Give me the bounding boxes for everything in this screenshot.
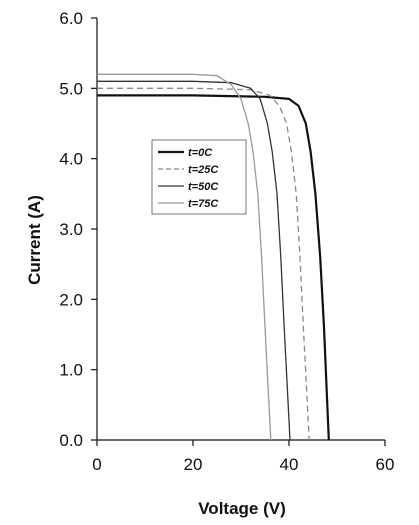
series-line-1 — [97, 87, 310, 441]
y-tick-label: 0.0 — [59, 431, 83, 450]
series-line-0 — [97, 94, 330, 441]
x-tick-label: 60 — [376, 455, 395, 474]
legend-label-2: t=50C — [188, 181, 219, 193]
y-axis-title: Current (A) — [25, 195, 44, 285]
x-tick-label: 40 — [280, 455, 299, 474]
legend-label-3: t=75C — [188, 198, 219, 210]
legend: t=0C t=25C t=50C t=75C — [151, 139, 247, 215]
series-line-2 — [97, 80, 291, 441]
legend-label-0: t=0C — [188, 147, 213, 159]
y-tick-label: 2.0 — [59, 290, 83, 309]
y-tick-label: 4.0 — [59, 150, 83, 169]
legend-label-1: t=25C — [188, 164, 219, 176]
y-tick-label: 6.0 — [59, 9, 83, 28]
x-axis-title: Voltage (V) — [198, 499, 286, 518]
x-tick-label: 20 — [184, 455, 203, 474]
y-tick-label: 1.0 — [59, 361, 83, 380]
x-tick-label: 0 — [92, 455, 101, 474]
y-tick-label: 5.0 — [59, 79, 83, 98]
y-tick-label: 3.0 — [59, 220, 83, 239]
series-line-3 — [97, 73, 272, 441]
